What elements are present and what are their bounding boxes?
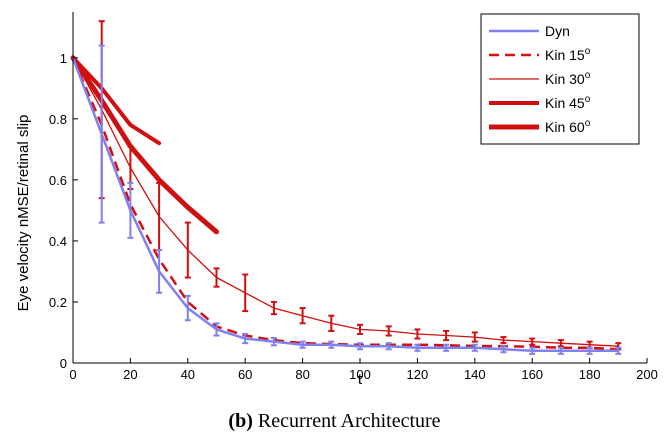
legend-entry: Dyn — [545, 23, 570, 39]
error-bar — [156, 249, 163, 294]
error-bar — [156, 181, 163, 252]
caption-label: (b) — [228, 410, 253, 432]
series-line-kin-30 — [72, 57, 619, 347]
series-line-kin-60 — [70, 55, 219, 235]
legend-entry: Kin 45o — [545, 94, 591, 111]
plot-area — [70, 20, 622, 355]
error-bar — [557, 339, 564, 348]
error-bar — [385, 342, 392, 351]
x-tick-label: 180 — [579, 367, 601, 382]
error-bar — [328, 314, 335, 332]
error-bar — [213, 322, 220, 337]
error-bar — [414, 343, 421, 352]
x-tick-label: 100 — [349, 367, 371, 382]
error-bar — [299, 340, 306, 349]
legend: Dyn Kin 15o Kin 30o Kin 45o Kin 60o — [480, 13, 640, 145]
y-tick-label: 0.2 — [49, 295, 67, 310]
series-line-dyn — [71, 56, 620, 353]
error-bar — [471, 343, 478, 352]
tick-labels: 0 20 40 60 80 100 120 140 160 180 200 0 0.2 0.4 0.6 0.8… — [49, 51, 658, 382]
error-bar — [529, 346, 536, 355]
error-bar — [385, 325, 392, 337]
x-tick-label: 200 — [636, 367, 658, 382]
error-bar — [328, 340, 335, 349]
error-bar — [471, 331, 478, 343]
legend-entry: Kin 60o — [545, 118, 591, 135]
x-tick-label: 160 — [521, 367, 543, 382]
x-tick-label: 20 — [123, 367, 137, 382]
error-bar — [270, 300, 277, 316]
error-bar — [529, 337, 536, 346]
series-line-kin-45 — [71, 55, 162, 146]
error-bar — [414, 328, 421, 340]
error-bar — [500, 345, 507, 354]
error-bar — [184, 294, 191, 322]
error-bar — [443, 343, 450, 352]
y-axis-label: Eye velocity nMSE/retinal slip — [15, 115, 32, 312]
x-tick-label: 40 — [181, 367, 195, 382]
y-tick-label: 0.4 — [49, 234, 67, 249]
x-tick-label: 140 — [464, 367, 486, 382]
caption-text: Recurrent Architecture — [257, 410, 441, 432]
error-bar — [270, 336, 277, 347]
error-bar — [98, 44, 105, 224]
x-tick-label: 0 — [69, 367, 76, 382]
error-bar — [299, 307, 306, 325]
chart: 0 20 40 60 80 100 120 140 160 180 200 0 0.2 0.4 0.6 0.8… — [15, 12, 658, 388]
x-axis-label: t — [358, 371, 363, 388]
figure-caption: (b) Recurrent Architecture — [0, 410, 669, 433]
x-tick-label: 80 — [295, 367, 309, 382]
axes — [72, 12, 648, 364]
y-tick-label: 0 — [60, 356, 67, 371]
error-bar — [357, 323, 363, 336]
x-tick-label: 120 — [407, 367, 429, 382]
error-bar — [443, 329, 450, 342]
y-tick-label: 0.6 — [49, 173, 67, 188]
error-bar — [242, 333, 249, 345]
error-bar — [127, 181, 134, 239]
error-bar — [615, 346, 622, 355]
y-tick-label: 1 — [60, 51, 67, 66]
error-bar — [213, 267, 220, 288]
error-bar — [557, 346, 564, 355]
legend-entry: Kin 30o — [545, 70, 591, 87]
error-bar — [184, 221, 191, 279]
error-bar — [500, 336, 507, 345]
legend-entry: Kin 15o — [545, 46, 591, 63]
x-tick-label: 60 — [238, 367, 252, 382]
error-bar — [357, 342, 363, 351]
error-bar — [586, 346, 593, 355]
y-tick-label: 0.8 — [49, 112, 67, 127]
error-bar — [242, 273, 249, 313]
